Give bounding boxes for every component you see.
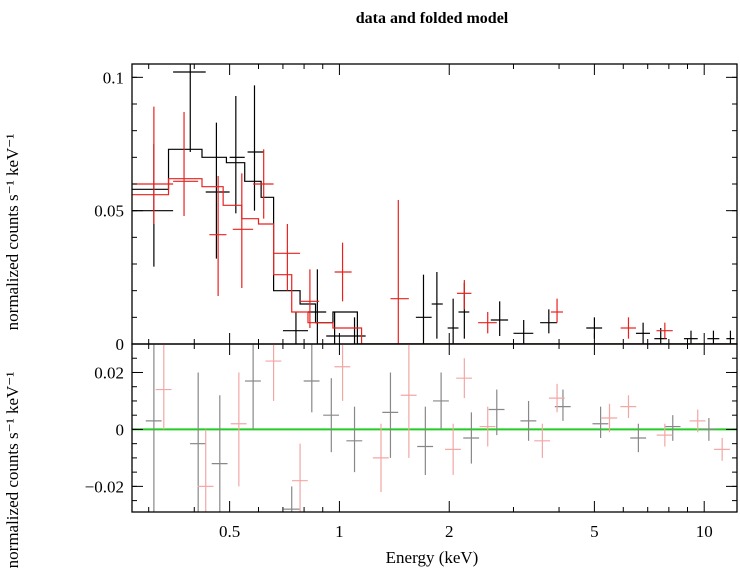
x-tick-label: 10 xyxy=(696,522,713,541)
y-tick-label: 0.05 xyxy=(94,202,124,221)
y-tick-label: −0.02 xyxy=(85,477,124,496)
plot-area xyxy=(132,344,737,512)
plot-area xyxy=(132,64,737,344)
y-tick-label: 0.1 xyxy=(103,68,124,87)
bottom-y-axis-label: normalized counts s⁻¹ keV⁻¹ xyxy=(3,372,22,569)
model-step-line xyxy=(132,148,737,344)
plot-frame xyxy=(131,343,738,513)
data-panel: 0 0.05 0.1 xyxy=(94,63,738,354)
model-step-line xyxy=(132,178,737,344)
top-y-axis-label: normalized counts s⁻¹ keV⁻¹ xyxy=(3,134,22,331)
x-tick-label: 5 xyxy=(590,522,599,541)
x-tick-label: 1 xyxy=(335,522,344,541)
x-tick-label: 0.5 xyxy=(219,522,240,541)
residual-panel: −0.02 0 0.02 0.5 1 2 5 10 xyxy=(85,343,738,541)
chart-title: data and folded model xyxy=(356,10,509,27)
x-axis-label: Energy (keV) xyxy=(386,548,479,567)
x-tick-label: 2 xyxy=(445,522,454,541)
y-tick-label: 0 xyxy=(116,335,125,354)
y-tick-label: 0 xyxy=(116,420,125,439)
y-tick-label: 0.02 xyxy=(94,363,124,382)
